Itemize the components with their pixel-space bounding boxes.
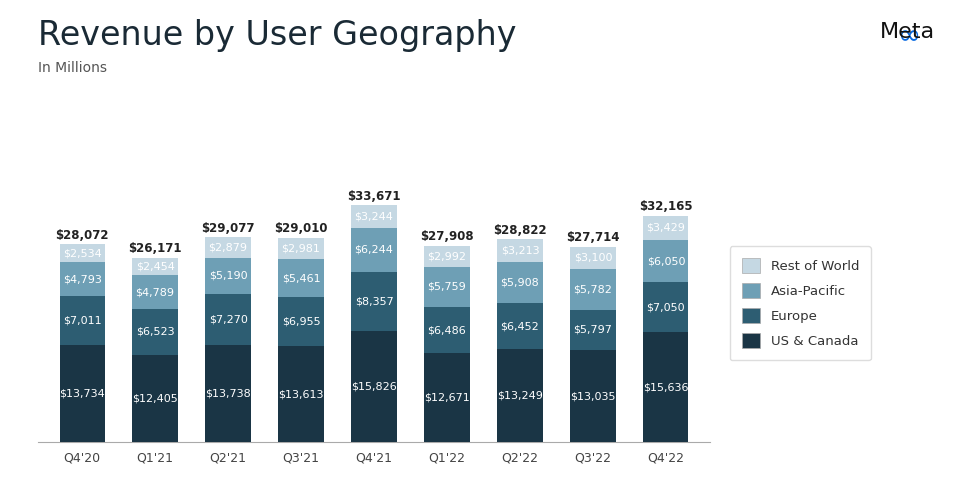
Text: $6,050: $6,050 [646,256,685,266]
Text: $5,190: $5,190 [209,271,247,281]
Text: $15,826: $15,826 [351,382,397,392]
Text: $29,010: $29,010 [274,223,328,235]
Text: $27,908: $27,908 [420,230,474,243]
Text: $4,793: $4,793 [62,274,102,284]
Bar [205,294,250,346]
Bar [424,353,470,442]
Bar [278,259,324,297]
Text: $2,534: $2,534 [62,248,102,259]
Text: $3,213: $3,213 [501,245,539,256]
Text: $12,405: $12,405 [132,394,178,403]
Text: $6,955: $6,955 [282,317,320,327]
Bar [132,275,177,309]
Text: $6,486: $6,486 [428,325,466,335]
Bar [59,262,105,296]
Text: $5,797: $5,797 [573,325,613,335]
Text: $33,671: $33,671 [347,190,401,203]
Text: $7,050: $7,050 [646,302,685,312]
Bar [498,303,543,349]
Text: $2,981: $2,981 [282,243,320,253]
Bar [643,332,689,442]
Bar [571,269,616,310]
Bar [59,244,105,262]
Text: $2,879: $2,879 [208,243,247,253]
Text: $3,244: $3,244 [355,211,393,222]
Bar [424,245,470,267]
Text: Meta: Meta [880,22,935,42]
Bar [205,258,250,294]
Text: $5,782: $5,782 [573,284,613,294]
Bar [571,350,616,442]
Text: $6,452: $6,452 [501,321,539,331]
Text: $13,613: $13,613 [278,389,324,399]
Bar [351,228,397,272]
Text: Revenue by User Geography: Revenue by User Geography [38,19,517,52]
Text: $3,100: $3,100 [573,253,612,263]
Text: $13,249: $13,249 [497,391,543,400]
Bar [351,272,397,331]
Text: $29,077: $29,077 [201,222,255,235]
Text: $32,165: $32,165 [639,200,692,213]
Text: $26,171: $26,171 [129,243,182,255]
Bar [571,310,616,350]
Text: $3,429: $3,429 [646,223,686,233]
Text: $5,908: $5,908 [501,278,539,288]
Text: $28,072: $28,072 [56,229,109,242]
Text: $12,671: $12,671 [424,393,470,402]
Bar [643,216,689,240]
Text: $13,734: $13,734 [59,389,105,399]
Bar [351,205,397,228]
Bar [132,355,177,442]
Text: $13,738: $13,738 [205,389,251,399]
Bar [278,347,324,442]
Text: In Millions: In Millions [38,61,107,75]
Bar [132,309,177,355]
Text: $13,035: $13,035 [571,391,616,401]
Bar [498,262,543,303]
Bar [205,237,250,258]
Bar [643,240,689,282]
Bar [132,258,177,275]
Bar [278,297,324,347]
Text: $2,992: $2,992 [428,251,466,261]
Text: $4,789: $4,789 [135,287,175,297]
Bar [278,238,324,259]
Text: $5,759: $5,759 [428,282,466,292]
Text: $8,357: $8,357 [355,296,393,306]
Bar [351,331,397,442]
Text: $27,714: $27,714 [566,231,620,244]
Bar [205,346,250,442]
Text: $15,636: $15,636 [643,382,689,392]
Bar [498,349,543,442]
Text: ∞: ∞ [898,22,921,50]
Text: $7,011: $7,011 [63,316,102,326]
Bar [498,239,543,262]
Bar [424,267,470,307]
Text: $7,270: $7,270 [209,315,247,325]
Legend: Rest of World, Asia-Pacific, Europe, US & Canada: Rest of World, Asia-Pacific, Europe, US … [730,246,871,360]
Text: $5,461: $5,461 [282,273,320,283]
Bar [643,282,689,332]
Text: $6,244: $6,244 [355,245,393,255]
Bar [571,247,616,269]
Bar [424,307,470,353]
Bar [59,296,105,346]
Bar [59,346,105,442]
Text: $28,822: $28,822 [493,224,547,237]
Text: $6,523: $6,523 [136,327,175,337]
Text: $2,454: $2,454 [135,261,175,272]
